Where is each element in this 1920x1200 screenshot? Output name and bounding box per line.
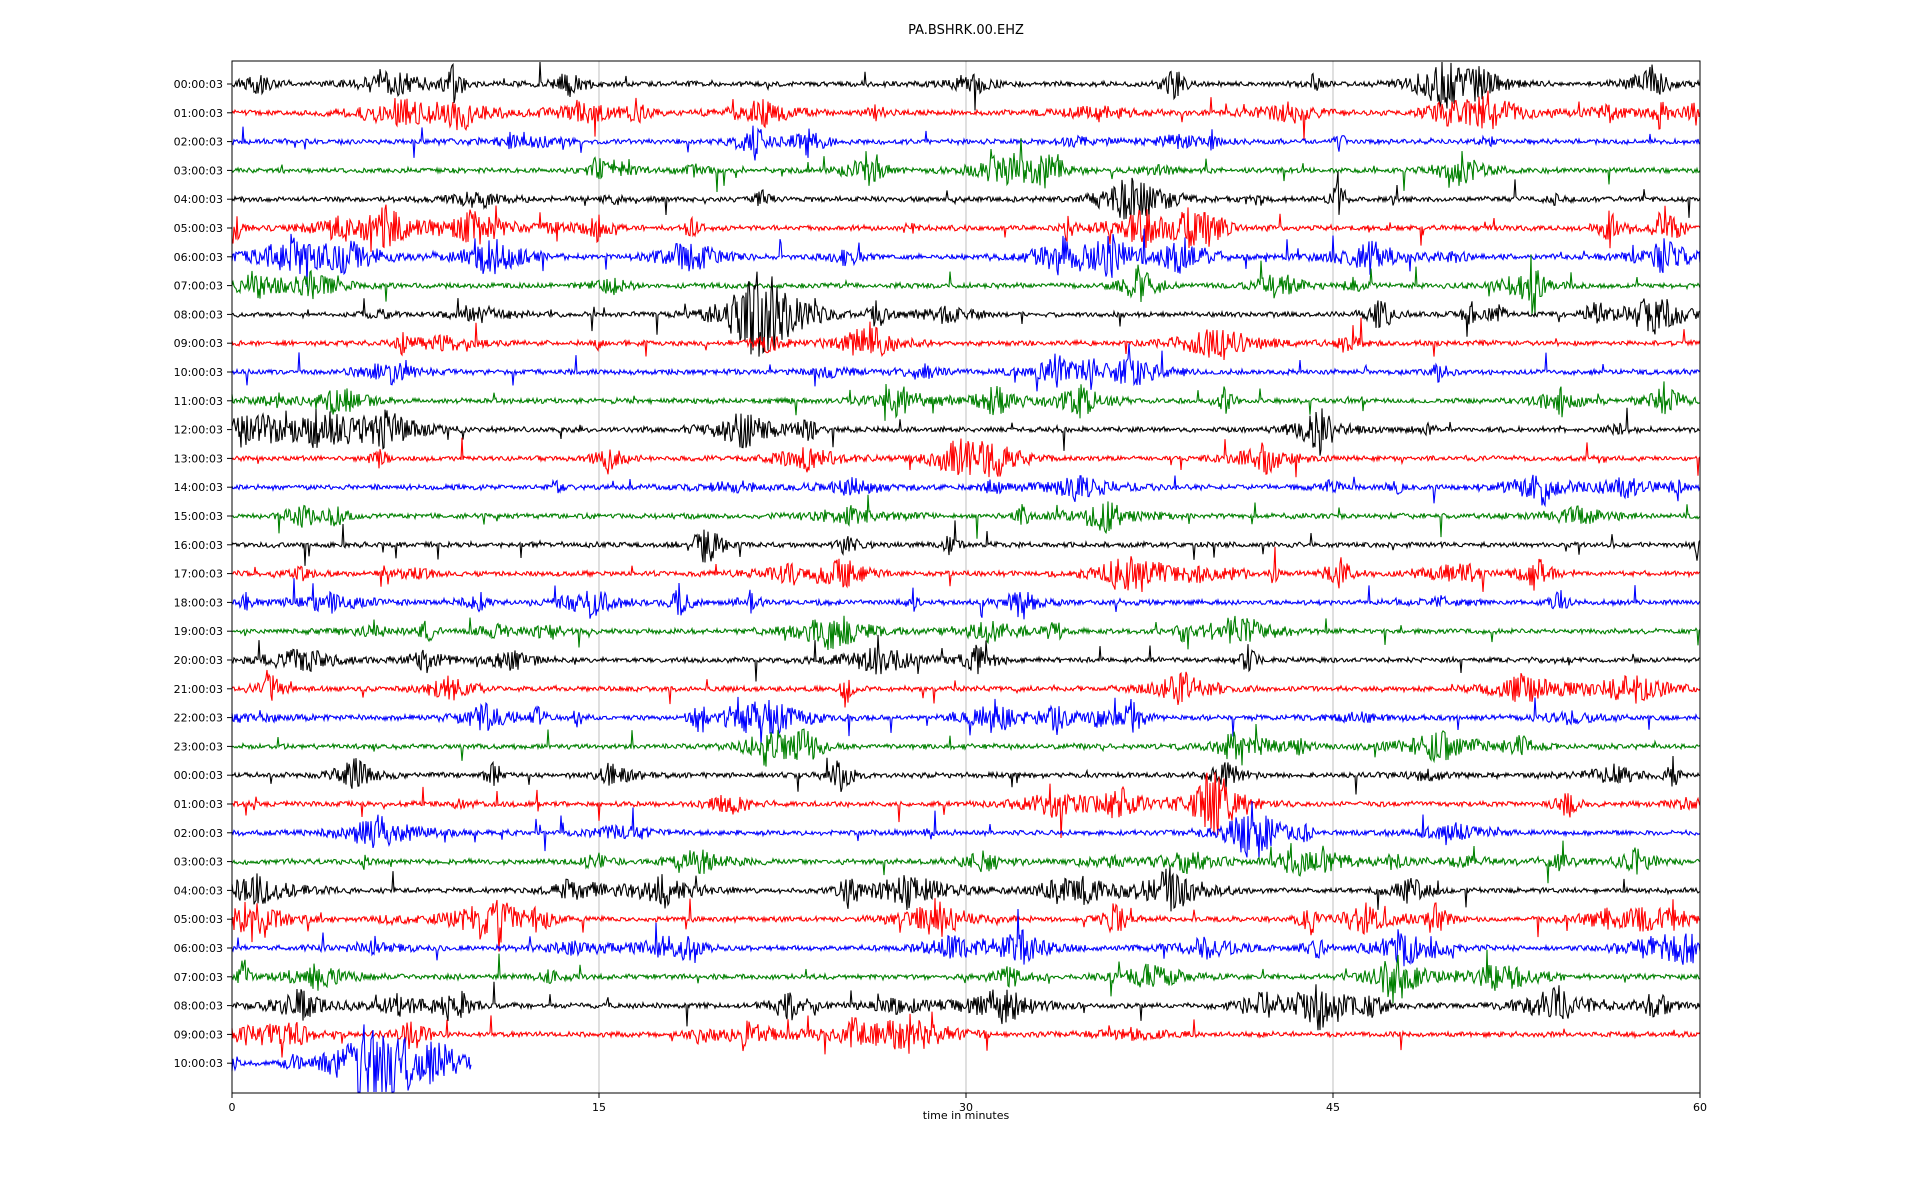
y-tick-label: 10:00:03 [174, 1057, 223, 1070]
y-tick-label: 20:00:03 [174, 654, 223, 667]
trace-line [231, 578, 1701, 620]
y-tick-label: 05:00:03 [174, 222, 223, 235]
trace-line [231, 474, 1701, 508]
y-tick-label: 10:00:03 [174, 366, 223, 379]
y-tick-label: 07:00:03 [174, 971, 223, 984]
y-tick-label: 22:00:03 [174, 712, 223, 725]
trace-line [231, 772, 1701, 839]
trace-line [231, 171, 1701, 220]
traces [231, 61, 1701, 1093]
trace-line [231, 343, 1701, 392]
trace-line [231, 615, 1701, 651]
y-tick-label: 04:00:03 [174, 884, 223, 897]
y-tick-label: 08:00:03 [174, 308, 223, 321]
x-tick-label: 60 [1693, 1101, 1707, 1114]
y-tick-label: 02:00:03 [174, 827, 223, 840]
trace-line [231, 981, 1701, 1031]
y-tick-label: 19:00:03 [174, 625, 223, 638]
trace-line [231, 840, 1701, 884]
trace-line [231, 755, 1701, 795]
y-tick-label: 11:00:03 [174, 395, 223, 408]
y-tick-label: 02:00:03 [174, 136, 223, 149]
trace-line [231, 1011, 1701, 1058]
y-tick-label: 16:00:03 [174, 539, 223, 552]
trace-line [231, 696, 1701, 745]
trace-line [231, 61, 1701, 111]
y-tick-label: 13:00:03 [174, 452, 223, 465]
trace-line [231, 908, 1701, 967]
y-tick-label: 12:00:03 [174, 424, 223, 437]
trace-line [231, 317, 1701, 361]
y-tick-label: 01:00:03 [174, 798, 223, 811]
y-tick-label: 18:00:03 [174, 596, 223, 609]
x-tick-label: 0 [229, 1101, 236, 1114]
trace-line [231, 866, 1701, 912]
y-tick-label: 06:00:03 [174, 942, 223, 955]
x-tick-label: 30 [959, 1101, 973, 1114]
y-tick-label: 00:00:03 [174, 769, 223, 782]
y-tick-label: 01:00:03 [174, 107, 223, 120]
y-tick-label: 09:00:03 [174, 337, 223, 350]
trace-line [231, 494, 1701, 539]
trace-line [231, 801, 1701, 859]
y-tick-label: 21:00:03 [174, 683, 223, 696]
trace-line [231, 949, 1701, 1004]
trace-line [231, 228, 1701, 287]
y-tick-label: 15:00:03 [174, 510, 223, 523]
y-tick-label: 04:00:03 [174, 193, 223, 206]
x-axis: 0 15 30 45 60 [229, 1093, 1707, 1114]
x-tick-label: 45 [1326, 1101, 1340, 1114]
trace-line [231, 271, 1701, 357]
chart-title: PA.BSHRK.00.EHZ [908, 23, 1024, 38]
trace-line [231, 204, 1701, 252]
trace-line [231, 381, 1701, 421]
trace-line [231, 90, 1701, 141]
trace-line [231, 634, 1701, 682]
y-tick-label: 07:00:03 [174, 280, 223, 293]
trace-line [231, 520, 1701, 566]
trace-line [231, 138, 1701, 193]
y-tick-label: 09:00:03 [174, 1028, 223, 1041]
x-axis-label: time in minutes [923, 1109, 1010, 1122]
y-tick-label: 17:00:03 [174, 568, 223, 581]
y-tick-label: 00:00:03 [174, 78, 223, 91]
grid-lines [598, 61, 1334, 1093]
y-tick-label: 08:00:03 [174, 1000, 223, 1013]
y-tick-label: 03:00:03 [174, 856, 223, 869]
y-tick-label: 06:00:03 [174, 251, 223, 264]
trace-line [231, 1024, 472, 1093]
y-tick-label: 23:00:03 [174, 740, 223, 753]
y-tick-label: 14:00:03 [174, 481, 223, 494]
trace-line [231, 125, 1701, 161]
trace-line [231, 407, 1701, 456]
trace-line [231, 254, 1701, 316]
trace-line [231, 669, 1701, 708]
trace-line [231, 898, 1701, 952]
y-tick-label: 03:00:03 [174, 164, 223, 177]
trace-line [231, 437, 1701, 478]
trace-line [231, 723, 1701, 767]
x-tick-label: 15 [592, 1101, 606, 1114]
trace-line [231, 546, 1701, 593]
y-tick-label: 05:00:03 [174, 913, 223, 926]
y-tick-labels: 00:00:03 01:00:03 02:00:03 03:00:03 04:00:03… [174, 78, 232, 1070]
